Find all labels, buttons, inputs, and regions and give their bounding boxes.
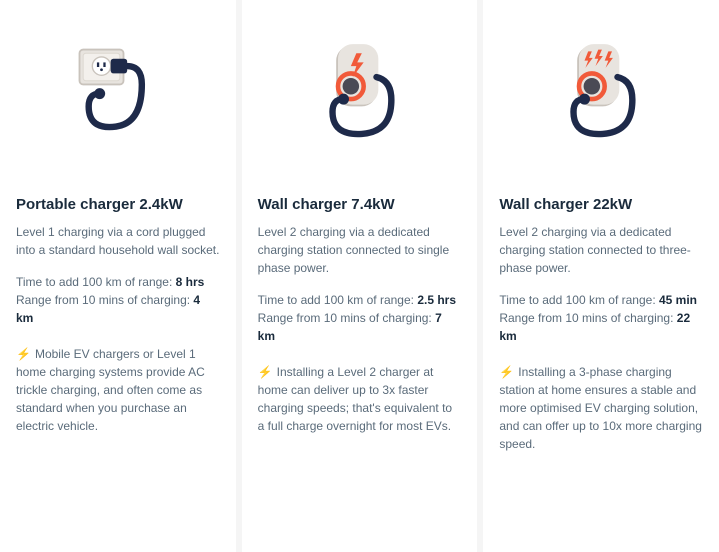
card-title: Wall charger 7.4kW: [258, 196, 462, 213]
range-label: Range from 10 mins of charging:: [16, 293, 193, 307]
card-title: Wall charger 22kW: [499, 196, 703, 213]
card-desc: Level 2 charging via a dedicated chargin…: [258, 223, 462, 277]
card-stats: Time to add 100 km of range: 2.5 hrs Ran…: [258, 291, 462, 345]
charger-card-wall-22kw: Wall charger 22kW Level 2 charging via a…: [483, 0, 719, 552]
time-value: 45 min: [659, 293, 697, 307]
wall-charger-22kw-icon: [499, 20, 703, 180]
card-title: Portable charger 2.4kW: [16, 196, 220, 213]
charger-card-portable: Portable charger 2.4kW Level 1 charging …: [0, 0, 236, 552]
portable-charger-icon: [16, 20, 220, 180]
time-label: Time to add 100 km of range:: [499, 293, 659, 307]
card-stats: Time to add 100 km of range: 45 min Rang…: [499, 291, 703, 345]
card-note: ⚡Installing a Level 2 charger at home ca…: [258, 363, 462, 435]
charger-card-wall-7kw: Wall charger 7.4kW Level 2 charging via …: [242, 0, 478, 552]
note-text: Installing a Level 2 charger at home can…: [258, 365, 452, 433]
bolt-icon: ⚡: [16, 347, 31, 361]
charger-cards-row: Portable charger 2.4kW Level 1 charging …: [0, 0, 719, 552]
card-note: ⚡Mobile EV chargers or Level 1 home char…: [16, 345, 220, 435]
note-text: Mobile EV chargers or Level 1 home charg…: [16, 347, 205, 433]
range-label: Range from 10 mins of charging:: [258, 311, 435, 325]
time-label: Time to add 100 km of range:: [258, 293, 418, 307]
range-label: Range from 10 mins of charging:: [499, 311, 676, 325]
bolt-icon: ⚡: [499, 365, 514, 379]
time-value: 8 hrs: [176, 275, 205, 289]
card-desc: Level 2 charging via a dedicated chargin…: [499, 223, 703, 277]
wall-charger-7kw-icon: [258, 20, 462, 180]
card-stats: Time to add 100 km of range: 8 hrs Range…: [16, 273, 220, 327]
bolt-icon: ⚡: [258, 365, 273, 379]
time-label: Time to add 100 km of range:: [16, 275, 176, 289]
card-desc: Level 1 charging via a cord plugged into…: [16, 223, 220, 259]
time-value: 2.5 hrs: [417, 293, 456, 307]
note-text: Installing a 3-phase charging station at…: [499, 365, 702, 451]
card-note: ⚡Installing a 3-phase charging station a…: [499, 363, 703, 453]
